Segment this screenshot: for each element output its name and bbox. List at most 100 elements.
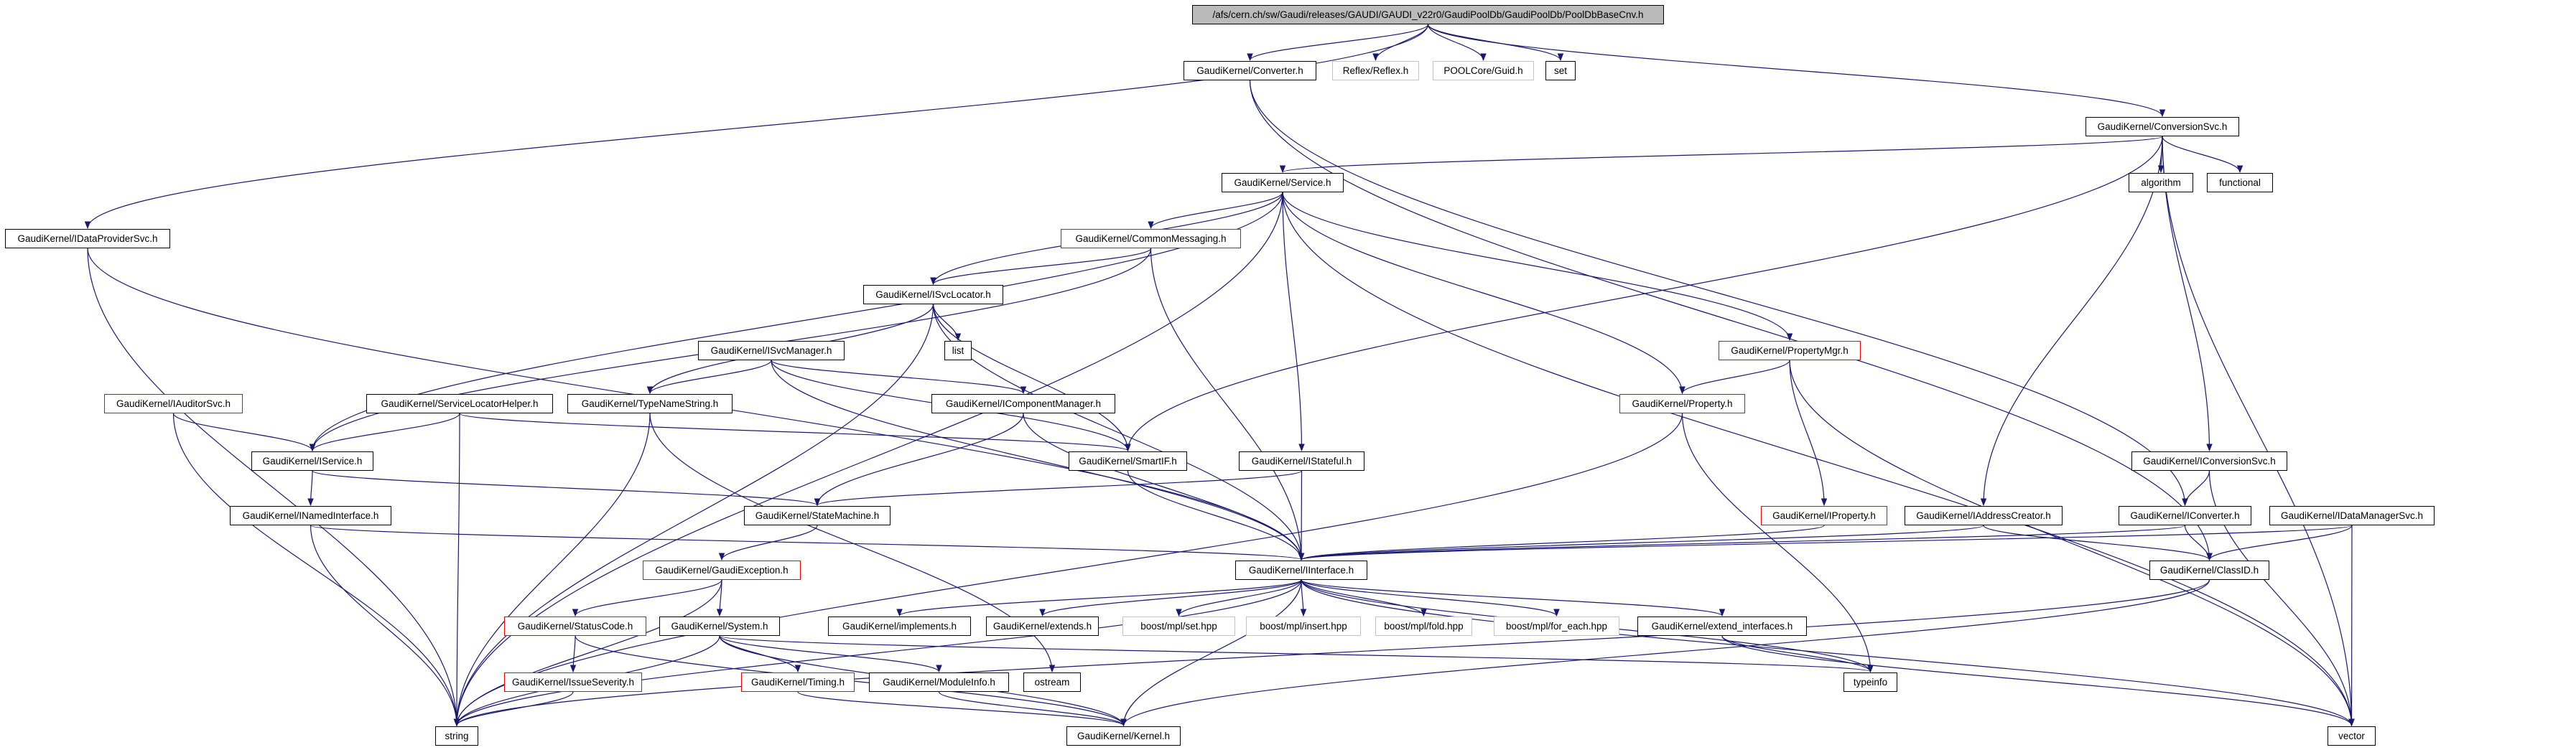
node-iConversionSvc[interactable]: GaudiKernel/IConversionSvc.h <box>2131 451 2287 471</box>
edge-serviceLocatorHelper-smartIF <box>459 413 1131 452</box>
edge-system-timing <box>719 635 801 673</box>
edge-isvcManager-typeNameString <box>646 360 772 395</box>
edge-typeNameString-stringNode <box>453 413 651 727</box>
edge-isvcLocator-stringNode <box>453 304 934 727</box>
edge-iDataManagerSvc-classID <box>2206 525 2353 561</box>
edge-iDataManagerSvc-iInterface <box>1298 525 2353 561</box>
node-gaudiException[interactable]: GaudiKernel/GaudiException.h <box>643 561 801 580</box>
edge-iInterface-stringNode <box>453 579 1302 727</box>
node-dataProviderSvc[interactable]: GaudiKernel/IDataProviderSvc.h <box>5 229 170 248</box>
node-extends[interactable]: GaudiKernel/extends.h <box>986 617 1099 636</box>
node-issueSeverity[interactable]: GaudiKernel/IssueSeverity.h <box>504 672 642 692</box>
node-label: GaudiKernel/ServiceLocatorHelper.h <box>381 398 539 409</box>
node-conversionSvc[interactable]: GaudiKernel/ConversionSvc.h <box>2086 117 2239 136</box>
node-system[interactable]: GaudiKernel/System.h <box>659 617 780 636</box>
node-iComponentManager[interactable]: GaudiKernel/IComponentManager.h <box>931 394 1115 413</box>
edge-iInterface-kernel <box>1120 579 1302 727</box>
edge-converter-iConverter <box>1249 80 2188 507</box>
node-implements[interactable]: GaudiKernel/implements.h <box>828 617 971 636</box>
node-service[interactable]: GaudiKernel/Service.h <box>1222 173 1344 192</box>
node-label: GaudiKernel/extend_interfaces.h <box>1651 621 1793 632</box>
edge-serviceLocatorHelper-stringNode <box>453 413 460 727</box>
node-isvcLocator[interactable]: GaudiKernel/ISvcLocator.h <box>863 285 1003 304</box>
node-label: typeinfo <box>1853 677 1888 688</box>
edge-converter-classID <box>1249 80 2213 561</box>
node-label: GaudiKernel/Converter.h <box>1196 65 1303 76</box>
edge-isvcManager-iInterface <box>771 360 1305 561</box>
edge-system-typeinfo <box>719 635 1873 673</box>
edge-property-typeinfo <box>1681 413 1874 673</box>
node-commonMessaging[interactable]: GaudiKernel/CommonMessaging.h <box>1061 229 1241 248</box>
node-converter[interactable]: GaudiKernel/Converter.h <box>1184 61 1316 80</box>
node-label: string <box>445 731 469 741</box>
node-iInterface[interactable]: GaudiKernel/IInterface.h <box>1235 561 1367 580</box>
edge-statusCode-issueSeverity <box>569 635 577 673</box>
node-iAuditorSvc[interactable]: GaudiKernel/IAuditorSvc.h <box>104 394 243 413</box>
edge-gaudiException-statusCode <box>572 579 722 617</box>
node-typeinfo: typeinfo <box>1843 672 1897 692</box>
edge-conversionSvc-vector <box>2162 136 2355 727</box>
node-isvcManager[interactable]: GaudiKernel/ISvcManager.h <box>698 341 845 360</box>
node-label: /afs/cern.ch/sw/Gaudi/releases/GAUDI/GAU… <box>1212 9 1644 20</box>
node-iProperty[interactable]: GaudiKernel/IProperty.h <box>1761 506 1887 525</box>
node-label: GaudiKernel/ModuleInfo.h <box>883 677 995 688</box>
edge-propertyMgr-vector <box>1789 360 2355 727</box>
edge-system-moduleInfo <box>719 635 942 673</box>
node-label: functional <box>2219 177 2261 188</box>
node-label: GaudiKernel/IInterface.h <box>1248 565 1354 576</box>
node-stateMachine[interactable]: GaudiKernel/StateMachine.h <box>744 506 891 525</box>
edge-service-stringNode <box>453 192 1283 727</box>
edge-conversionSvc-smartIF <box>1125 136 2163 452</box>
node-guid: POOLCore/Guid.h <box>1433 61 1534 80</box>
node-classID[interactable]: GaudiKernel/ClassID.h <box>2149 561 2269 580</box>
node-label: boost/mpl/fold.hpp <box>1384 621 1464 632</box>
node-label: boost/mpl/set.hpp <box>1140 621 1217 632</box>
node-iNamedInterface[interactable]: GaudiKernel/INamedInterface.h <box>230 506 391 525</box>
edge-pool-guid <box>1427 24 1487 62</box>
node-extendInterfaces[interactable]: GaudiKernel/extend_interfaces.h <box>1637 617 1807 636</box>
node-pool: /afs/cern.ch/sw/Gaudi/releases/GAUDI/GAU… <box>1192 5 1664 24</box>
node-serviceLocatorHelper[interactable]: GaudiKernel/ServiceLocatorHelper.h <box>366 394 553 413</box>
node-typeNameString[interactable]: GaudiKernel/TypeNameString.h <box>567 394 733 413</box>
node-property[interactable]: GaudiKernel/Property.h <box>1619 394 1745 413</box>
edge-iConversionSvc-iConverter <box>2182 470 2210 507</box>
node-label: GaudiKernel/SmartIF.h <box>1079 456 1177 467</box>
node-ostream: ostream <box>1023 672 1081 692</box>
node-iAddressCreator[interactable]: GaudiKernel/IAddressCreator.h <box>1905 506 2063 525</box>
edge-iService-stateMachine <box>312 470 820 507</box>
node-propertyMgr[interactable]: GaudiKernel/PropertyMgr.h <box>1719 341 1861 360</box>
edge-iConverter-iInterface <box>1298 525 2186 561</box>
node-label: algorithm <box>2141 177 2181 188</box>
node-label: GaudiKernel/System.h <box>671 621 768 632</box>
node-iConverter[interactable]: GaudiKernel/IConverter.h <box>2119 506 2251 525</box>
edge-iInterface-mplSet <box>1176 579 1302 617</box>
node-iService[interactable]: GaudiKernel/IService.h <box>251 451 373 471</box>
node-label: GaudiKernel/IProperty.h <box>1772 510 1876 521</box>
node-label: GaudiKernel/implements.h <box>842 621 957 632</box>
node-functional: functional <box>2207 173 2273 192</box>
node-label: set <box>1553 65 1567 76</box>
edge-classID-stringNode <box>453 579 2210 727</box>
node-smartIF[interactable]: GaudiKernel/SmartIF.h <box>1069 451 1187 471</box>
edge-propertyMgr-property <box>1679 360 1790 395</box>
edge-iNamedInterface-iInterface <box>310 525 1304 561</box>
node-statusCode[interactable]: GaudiKernel/StatusCode.h <box>504 617 646 636</box>
edge-iInterface-vector <box>1301 579 2355 727</box>
node-mplFold: boost/mpl/fold.hpp <box>1375 617 1472 636</box>
edge-timing-kernel <box>797 691 1127 727</box>
node-moduleInfo[interactable]: GaudiKernel/ModuleInfo.h <box>869 672 1009 692</box>
edge-pool-conversionSvc <box>1427 24 2166 118</box>
node-label: GaudiKernel/IDataManagerSvc.h <box>2280 510 2424 521</box>
node-label: GaudiKernel/Kernel.h <box>1077 731 1171 741</box>
node-algorithm: algorithm <box>2129 173 2193 192</box>
node-kernel[interactable]: GaudiKernel/Kernel.h <box>1066 726 1181 746</box>
edge-propertyMgr-iProperty <box>1789 360 1828 507</box>
node-reflex: Reflex/Reflex.h <box>1332 61 1419 80</box>
node-label: GaudiKernel/ISvcLocator.h <box>875 289 991 300</box>
edge-service-property <box>1282 192 1685 395</box>
node-iStateful[interactable]: GaudiKernel/IStateful.h <box>1239 451 1364 471</box>
node-iDataManagerSvc[interactable]: GaudiKernel/IDataManagerSvc.h <box>2269 506 2435 525</box>
node-timing[interactable]: GaudiKernel/Timing.h <box>741 672 855 692</box>
edge-conversionSvc-service <box>1280 136 2163 174</box>
node-label: Reflex/Reflex.h <box>1342 65 1409 76</box>
